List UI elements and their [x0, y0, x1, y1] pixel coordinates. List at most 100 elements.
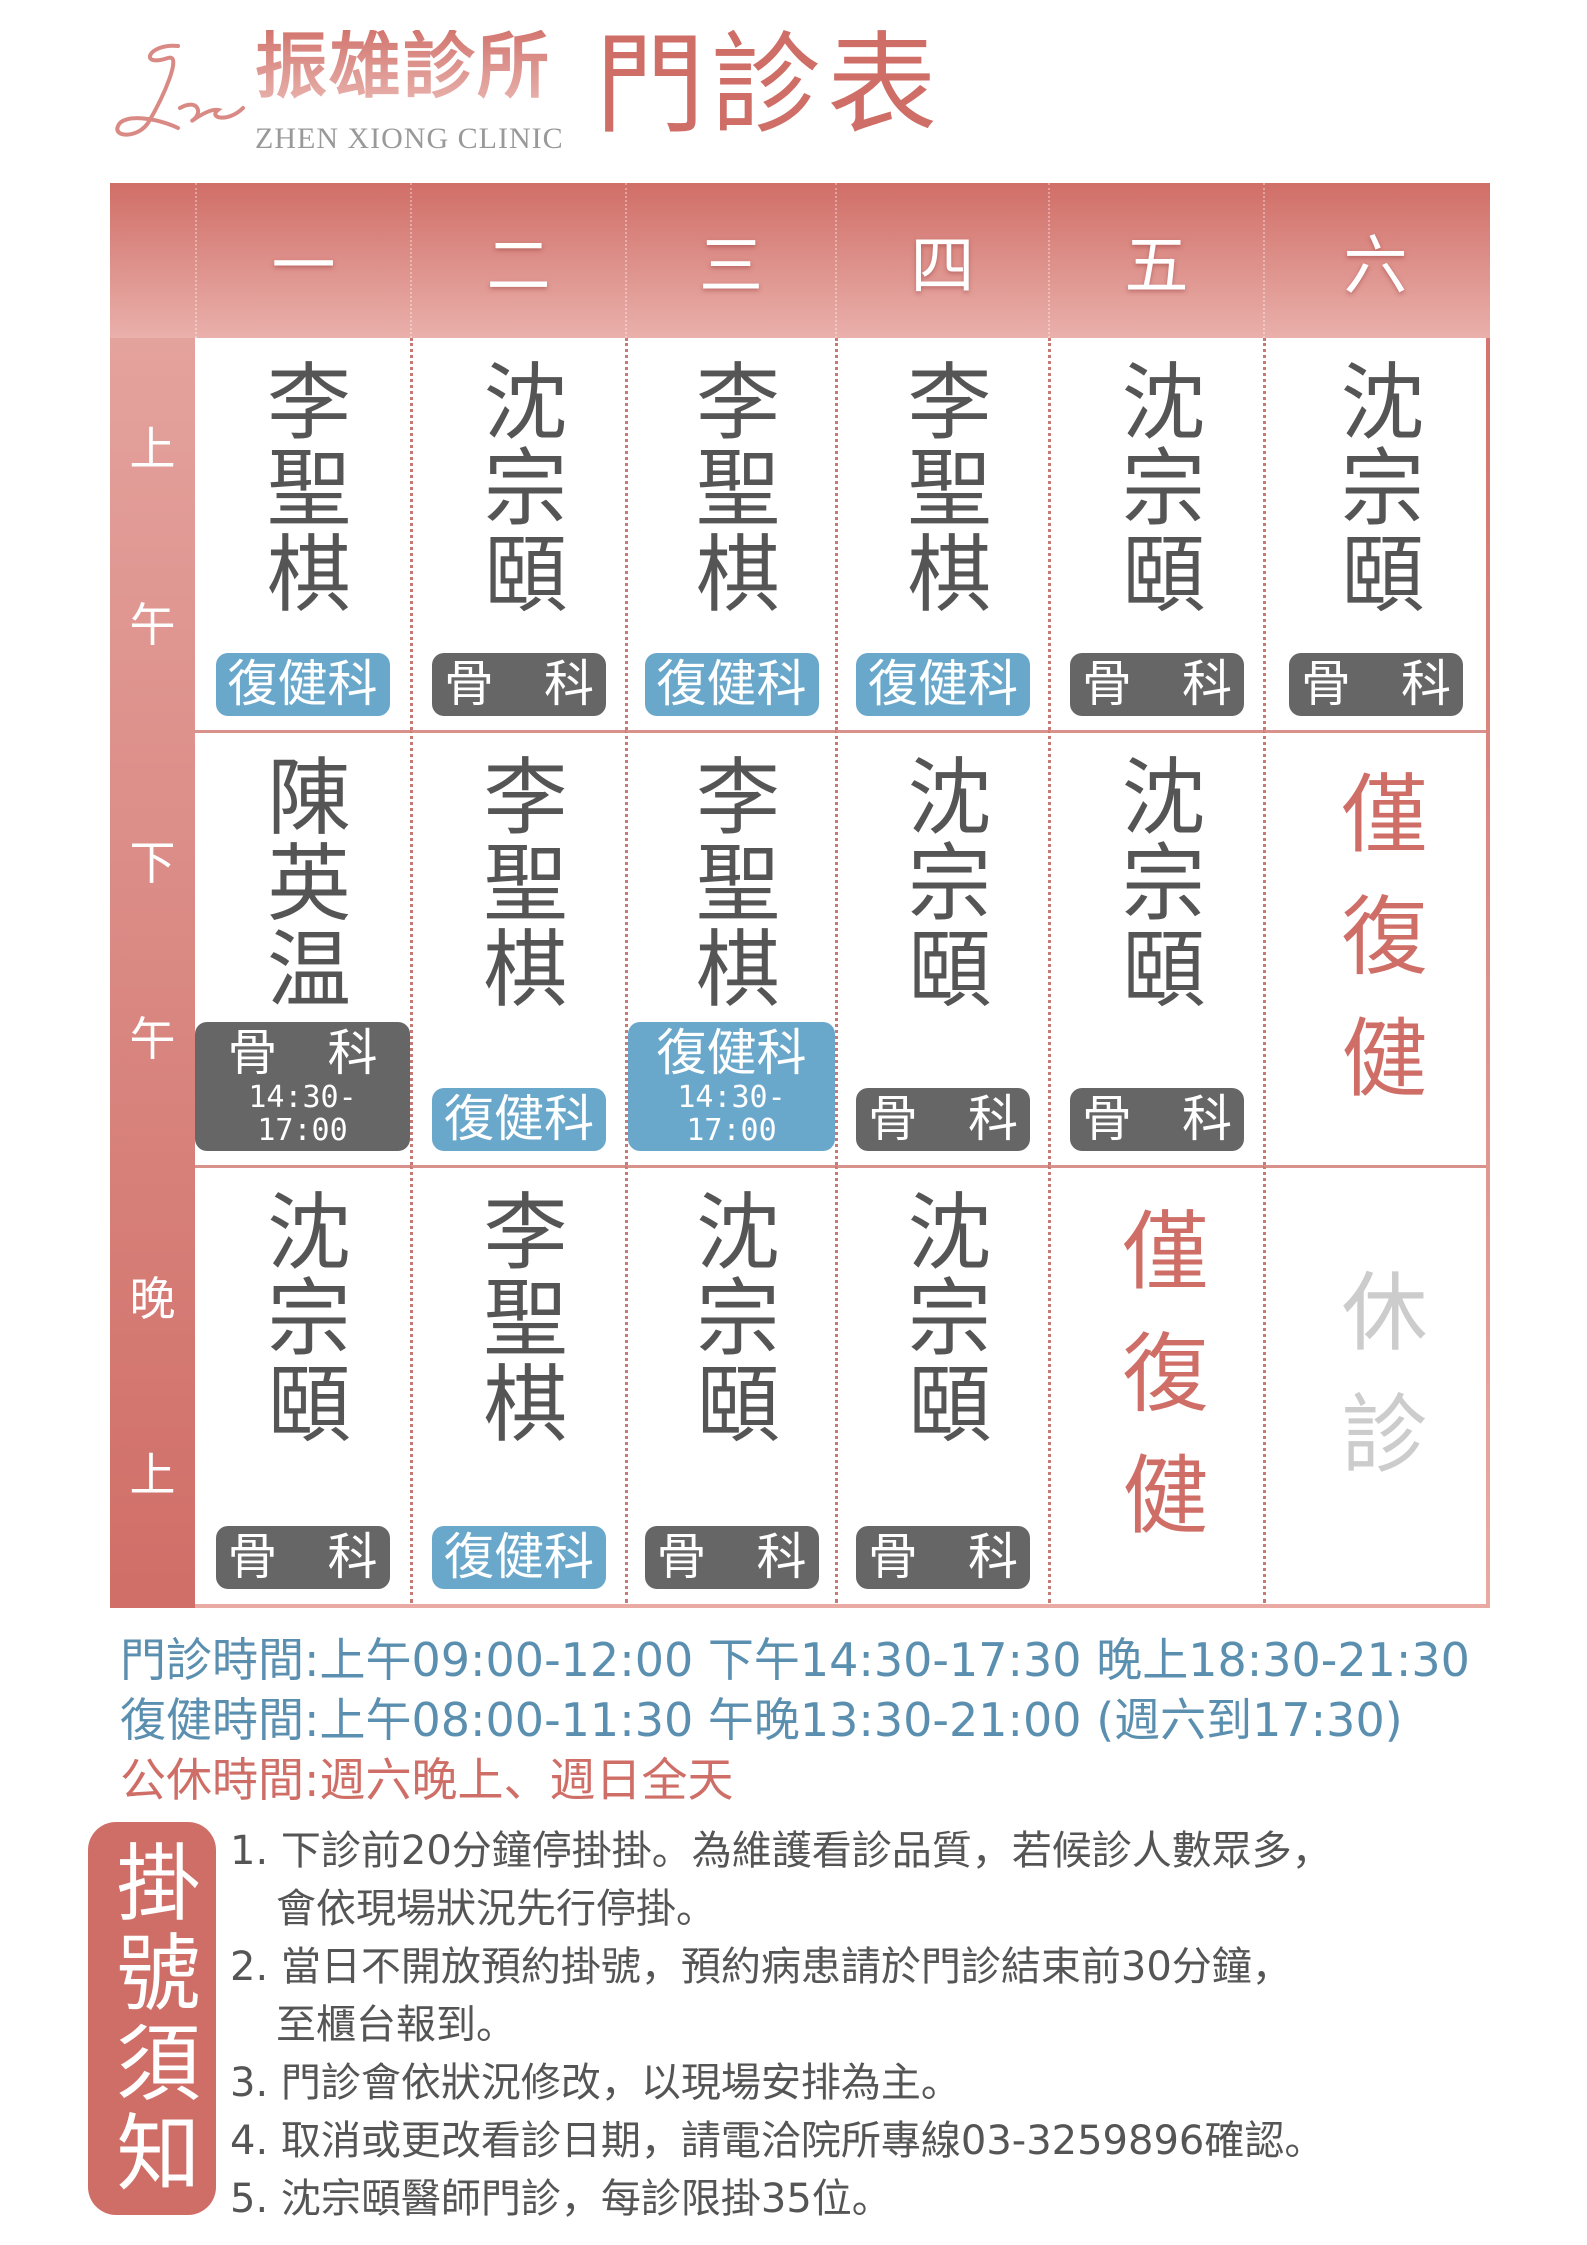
notice-line: 2. 當日不開放預約掛號，預約病患請於門診結束前30分鐘， [230, 1944, 1292, 1990]
period-label-char: 下 [129, 835, 176, 890]
rehab-hours: 復健時間:上午08:00-11:30 午晚13:30-21:00 (週六到17:… [120, 1693, 1403, 1747]
department-badge: 骨 科 [856, 1088, 1030, 1151]
department-label: 復健科 [656, 655, 807, 713]
schedule-cell: 李聖棋 復健科 [835, 338, 1048, 730]
department-badge: 骨 科 [215, 1526, 390, 1589]
doctor-name: 沈宗頤 [894, 753, 992, 1011]
clinic-name-english: ZHEN XIONG CLINIC [255, 122, 564, 155]
day-header: 一 [195, 183, 410, 338]
period-label-char: 晚 [129, 1272, 176, 1326]
doctor-name: 李聖棋 [894, 358, 992, 616]
schedule-cell: 李聖棋 復健科 [195, 338, 410, 730]
schedule-cell: 僅復健 [1263, 730, 1486, 1165]
department-badge: 復健科 [432, 1088, 606, 1151]
department-badge: 骨 科 [644, 1526, 819, 1589]
schedule-cell: 沈宗頤骨 科 [410, 338, 625, 730]
department-badge: 骨 科 14:30-17:00 [195, 1022, 410, 1151]
department-label: 骨 科 [656, 1528, 807, 1586]
doctor-name: 沈宗頤 [253, 1188, 352, 1446]
schedule-grid: 李聖棋 復健科 沈宗頤骨 科李聖棋 復健科 李聖棋 復健科 沈宗頤骨 科沈宗頤骨 科陳英温骨… [195, 338, 1486, 1604]
department-badge: 復健科 14:30-17:00 [628, 1022, 835, 1151]
doctor-name: 李聖棋 [682, 358, 781, 616]
notice-item: 1. 下診前20分鐘停掛掛。為維護看診品質，若候診人數眾多， 會依現場狀況先行停掛… [230, 1822, 1332, 1938]
doctor-name: 李聖棋 [470, 753, 568, 1011]
notice-item: 4. 取消或更改看診日期，請電洽院所專線03-3259896確認。 [230, 2112, 1332, 2170]
department-badge: 骨 科 [1070, 653, 1244, 716]
department-label: 復健科 [444, 1090, 594, 1148]
department-label: 骨 科 [868, 1090, 1018, 1148]
period-column [110, 338, 195, 1608]
day-header: 三 [625, 183, 835, 338]
notice-line-continued: 至櫃台報到。 [276, 2002, 516, 2048]
schedule-cell: 陳英温骨 科 14:30-17:00 [195, 730, 410, 1165]
notice-line-continued: 會依現場狀況先行停掛。 [276, 1886, 716, 1932]
day-header: 二 [410, 183, 625, 338]
department-badge: 骨 科 [856, 1526, 1030, 1589]
schedule-cell: 沈宗頤骨 科 [625, 1165, 835, 1603]
schedule-cell: 沈宗頤骨 科 [1263, 338, 1486, 730]
department-label: 骨 科 [444, 655, 594, 713]
status-note: 僅復健 [1107, 1205, 1207, 1572]
doctor-name: 沈宗頤 [470, 358, 568, 616]
notice-line: 1. 下診前20分鐘停掛掛。為維護看診品質，若候診人數眾多， [230, 1828, 1332, 1874]
period-label: 上午 [110, 338, 195, 730]
doctor-name: 沈宗頤 [1327, 358, 1425, 616]
department-badge: 復健科 [856, 653, 1030, 716]
clinic-logo [115, 43, 245, 137]
schedule-cell: 休診 [1263, 1165, 1486, 1603]
department-badge: 復健科 [432, 1526, 606, 1589]
schedule-cell: 沈宗頤骨 科 [835, 1165, 1048, 1603]
schedule-cell: 李聖棋 復健科 [625, 338, 835, 730]
department-badge: 骨 科 [432, 653, 606, 716]
department-label: 骨 科 [1082, 655, 1232, 713]
doctor-name: 李聖棋 [470, 1188, 568, 1446]
schedule-cell: 沈宗頤骨 科 [1048, 730, 1263, 1165]
period-label-char: 上 [129, 422, 176, 476]
notice-title: 掛號須知 [88, 1822, 216, 2215]
department-badge: 復健科 [644, 653, 819, 716]
period-label-char: 上 [129, 1448, 176, 1502]
doctor-name: 沈宗頤 [682, 1188, 781, 1446]
department-label: 復健科 [656, 1024, 807, 1082]
department-label: 復健科 [868, 655, 1018, 713]
doctor-name: 李聖棋 [682, 753, 781, 1011]
schedule-cell: 李聖棋 復健科 [410, 1165, 625, 1603]
page-title: 門診表 [595, 21, 943, 149]
notice-item: 2. 當日不開放預約掛號，預約病患請於門診結束前30分鐘， 至櫃台報到。 [230, 1938, 1332, 2054]
doctor-name: 沈宗頤 [1108, 358, 1206, 616]
day-header: 四 [835, 183, 1048, 338]
period-label-char: 午 [129, 1011, 176, 1066]
period-label: 下午 [110, 730, 195, 1165]
schedule-table: 一二三四五六 上午下午晚上 李聖棋 復健科 沈宗頤骨 科李聖棋 復健科 李聖棋 復健科 沈宗… [110, 183, 1490, 1608]
department-badge: 復健科 [215, 653, 390, 716]
status-note: 僅復健 [1326, 769, 1426, 1135]
notice-list: 1. 下診前20分鐘停掛掛。為維護看診品質，若候診人數眾多， 會依現場狀況先行停掛… [230, 1822, 1332, 2228]
period-label: 晚上 [110, 1165, 195, 1603]
notice-line: 4. 取消或更改看診日期，請電洽院所專線03-3259896確認。 [230, 2118, 1325, 2164]
department-badge: 骨 科 [1289, 653, 1463, 716]
department-badge: 骨 科 [1070, 1088, 1244, 1151]
department-label: 復健科 [444, 1528, 594, 1586]
notice-item: 5. 沈宗頤醫師門診，每診限掛35位。 [230, 2170, 1332, 2228]
notice-line: 5. 沈宗頤醫師門診，每診限掛35位。 [230, 2176, 892, 2222]
day-header-row [110, 183, 1490, 338]
schedule-cell: 沈宗頤骨 科 [195, 1165, 410, 1603]
status-note: 休診 [1326, 1266, 1426, 1511]
day-header: 六 [1263, 183, 1486, 338]
schedule-cell: 李聖棋 復健科 [410, 730, 625, 1165]
department-label: 復健科 [227, 655, 378, 713]
department-label: 骨 科 [1301, 655, 1451, 713]
notice-item: 3. 門診會依狀況修改，以現場安排為主。 [230, 2054, 1332, 2112]
doctor-name: 陳英温 [253, 753, 352, 1011]
schedule-cell: 沈宗頤骨 科 [835, 730, 1048, 1165]
notice-line: 3. 門診會依狀況修改，以現場安排為主。 [230, 2060, 961, 2106]
schedule-cell: 李聖棋復健科 14:30-17:00 [625, 730, 835, 1165]
department-label: 骨 科 [868, 1528, 1018, 1586]
schedule-cell: 沈宗頤骨 科 [1048, 338, 1263, 730]
clinic-name: 振雄診所 [255, 24, 552, 108]
clinic-hours: 門診時間:上午09:00-12:00 下午14:30-17:30 晚上18:30… [120, 1633, 1470, 1687]
department-label: 骨 科 [1082, 1090, 1232, 1148]
closed-hours: 公休時間:週六晚上、週日全天 [120, 1753, 734, 1807]
department-label: 骨 科 [227, 1024, 378, 1082]
schedule-cell: 僅復健 [1048, 1165, 1263, 1603]
